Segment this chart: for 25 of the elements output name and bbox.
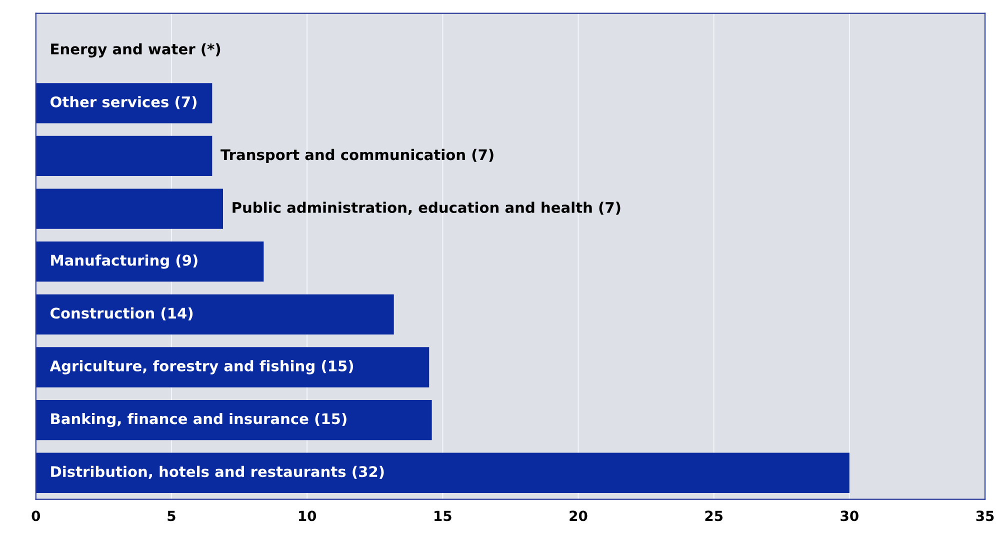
bar xyxy=(36,294,394,334)
x-tick-label: 10 xyxy=(298,510,316,522)
x-tick-label: 5 xyxy=(168,510,176,522)
y-tick-label: Agriculture, forestry and fishing (15) xyxy=(50,360,354,374)
y-tick-label: Energy and water (*) xyxy=(51,43,220,58)
x-tick-label: 35 xyxy=(976,510,994,522)
x-tick-label: 25 xyxy=(705,510,723,522)
y-tick-label: Manufacturing (9) xyxy=(51,254,198,269)
bar xyxy=(36,400,432,440)
bar xyxy=(36,83,212,124)
bar xyxy=(36,452,850,493)
bar xyxy=(36,188,224,229)
bar xyxy=(36,242,264,282)
x-tick-label: 30 xyxy=(840,510,858,522)
y-tick-label: Transport and communication (7) xyxy=(220,148,494,164)
y-tick-label: Public administration, education and health (7) xyxy=(232,202,620,215)
bar xyxy=(36,136,212,176)
x-tick-label: 20 xyxy=(570,510,588,522)
y-tick-label: Other services (7) xyxy=(50,96,196,110)
y-tick-label: Construction (14) xyxy=(50,307,193,320)
x-tick-label: 15 xyxy=(434,510,452,522)
bar xyxy=(36,347,430,388)
y-tick-label: Banking, finance and insurance (15) xyxy=(51,412,346,428)
x-tick-label: 0 xyxy=(32,510,40,522)
y-tick-label: Distribution, hotels and restaurants (32) xyxy=(51,466,384,479)
